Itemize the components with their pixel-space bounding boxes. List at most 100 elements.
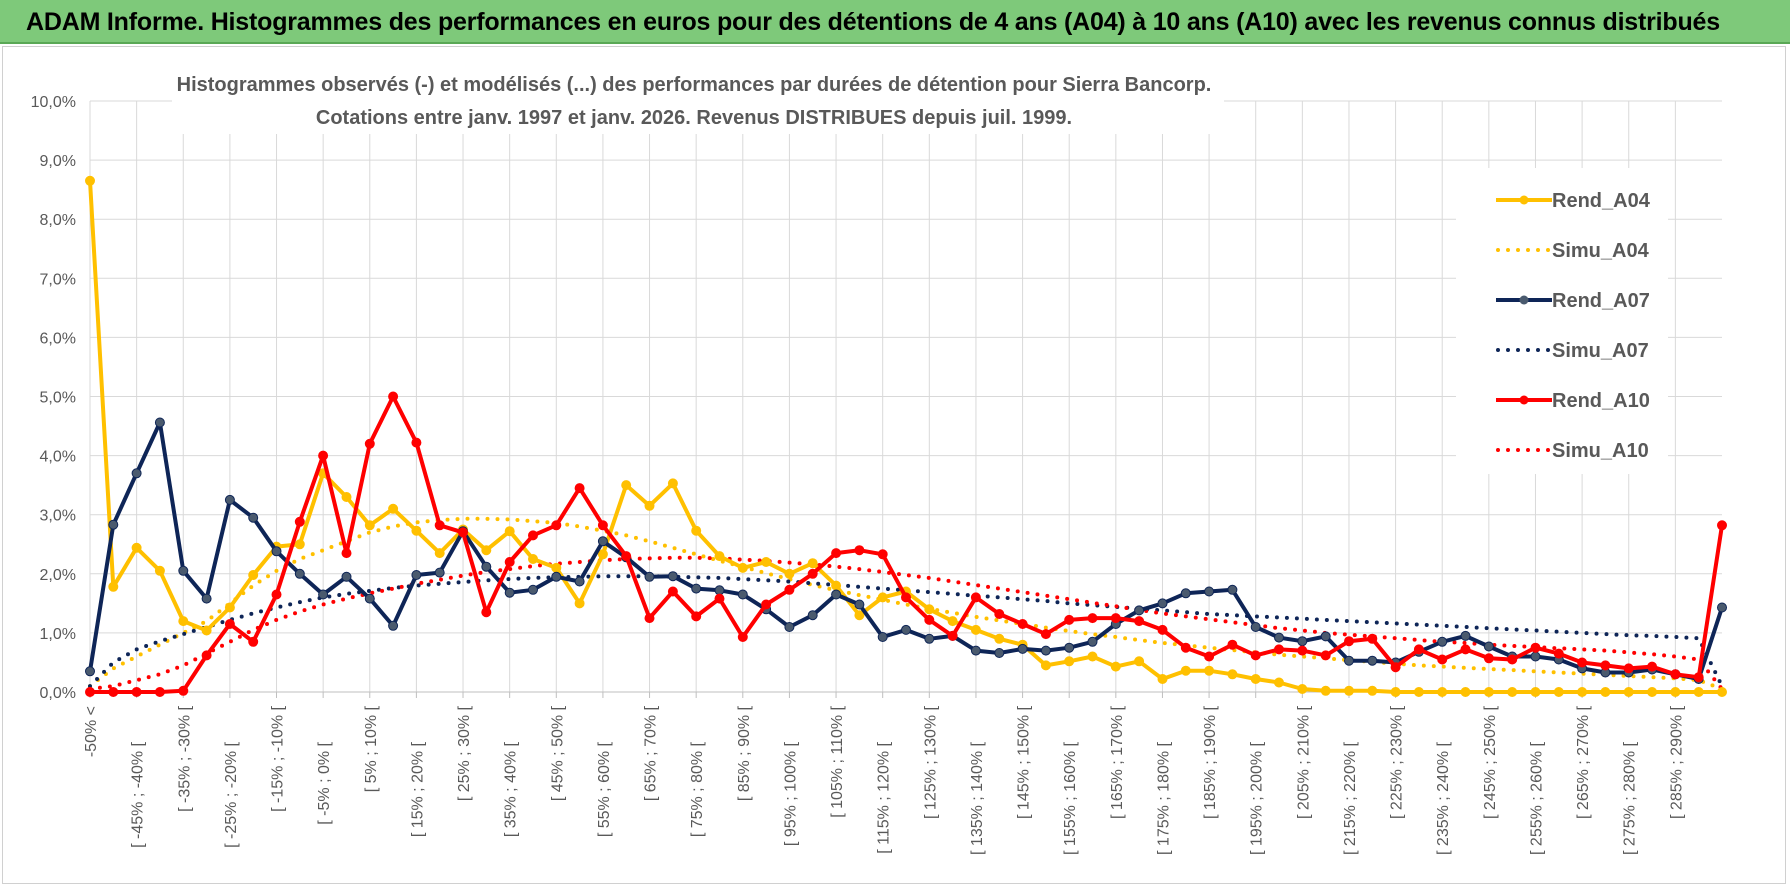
series	[85, 175, 1727, 697]
data-point-rend-a10	[1110, 613, 1121, 624]
data-point-rend-a04	[831, 580, 842, 591]
chart-title: Histogrammes observés (-) et modélisés (…	[172, 62, 1224, 134]
x-tick-label: [ 195% ; 200% [	[1249, 741, 1266, 855]
data-point-rend-a10	[248, 636, 259, 647]
y-axis-ticks: 0,0% 1,0% 2,0% 3,0% 4,0% 5,0% 6,0% 7,0% 8,0% 9,0%…	[31, 94, 76, 702]
x-tick-label: [ 15% ; 20% [	[409, 741, 426, 837]
data-point-rend-a07	[1180, 588, 1191, 599]
data-point-rend-a10	[1227, 639, 1238, 650]
data-point-rend-a10	[831, 548, 842, 559]
data-point-rend-a10	[1717, 520, 1727, 531]
data-point-rend-a10	[644, 613, 655, 624]
data-point-rend-a10	[201, 650, 212, 661]
data-point-rend-a07	[131, 468, 142, 479]
data-point-rend-a04	[574, 598, 585, 609]
legend-label-simu-a10: Simu_A10	[1552, 440, 1649, 462]
data-point-rend-a04	[1204, 665, 1215, 676]
data-point-rend-a07	[574, 576, 585, 587]
data-point-rend-a10	[1297, 645, 1308, 656]
data-point-rend-a10	[364, 438, 375, 449]
x-tick-label: [ 135% ; 140% [	[969, 741, 986, 855]
data-point-rend-a04	[1087, 651, 1098, 662]
series-line-simu-a04	[88, 516, 1724, 691]
data-point-rend-a04	[877, 592, 888, 603]
data-point-rend-a07	[504, 587, 515, 598]
y-tick-label: 6,0%	[40, 330, 76, 347]
data-point-rend-a10	[1250, 650, 1261, 661]
data-point-rend-a10	[458, 527, 468, 538]
data-point-rend-a04	[341, 492, 352, 502]
data-point-rend-a10	[341, 548, 352, 559]
data-point-rend-a04	[714, 551, 725, 562]
data-point-rend-a07	[178, 565, 189, 576]
data-point-rend-a04	[1437, 687, 1448, 697]
data-point-rend-a04	[1344, 685, 1354, 696]
x-tick-label: [ 155% ; 160% [	[1062, 741, 1079, 855]
x-tick-label: [ 185% ; 190% [	[1202, 705, 1219, 819]
y-tick-label: 5,0%	[40, 390, 76, 407]
x-tick-label: [ -45% ; -40% [	[130, 741, 147, 847]
data-point-rend-a10	[434, 520, 445, 531]
data-point-rend-a07	[1157, 598, 1168, 609]
data-point-rend-a10	[924, 614, 935, 625]
data-point-rend-a07	[924, 633, 935, 644]
data-point-rend-a10	[1553, 648, 1564, 659]
data-point-rend-a04	[1507, 687, 1518, 697]
data-point-rend-a07	[1134, 605, 1145, 616]
data-point-rend-a04	[294, 539, 305, 550]
legend-label-simu-a07: Simu_A07	[1552, 340, 1649, 362]
x-tick-label: [ 65% ; 70% [	[643, 705, 660, 801]
series-line-simu-a10	[88, 555, 1724, 691]
data-point-rend-a07	[1437, 636, 1448, 647]
data-point-rend-a10	[784, 584, 795, 595]
data-point-rend-a10	[294, 516, 305, 527]
data-point-rend-a07	[901, 624, 911, 635]
x-tick-label: [ 175% ; 180% [	[1155, 741, 1172, 855]
data-point-rend-a07	[877, 632, 888, 642]
data-point-rend-a04	[1530, 687, 1541, 697]
x-tick-label: [ 115% ; 120% [	[876, 741, 893, 853]
data-point-rend-a04	[411, 525, 422, 536]
data-point-rend-a07	[737, 589, 748, 600]
data-point-rend-a04	[1040, 660, 1051, 671]
data-point-rend-a07	[1460, 630, 1471, 641]
data-point-rend-a10	[737, 632, 748, 642]
chart-title-line-2: Cotations entre janv. 1997 et janv. 2026…	[316, 107, 1072, 129]
data-point-rend-a04	[85, 175, 95, 186]
data-point-rend-a07	[714, 585, 725, 596]
data-point-rend-a07	[854, 599, 865, 610]
data-point-rend-a04	[1600, 687, 1611, 697]
data-point-rend-a10	[1623, 663, 1634, 674]
data-point-rend-a07	[388, 620, 399, 631]
data-point-rend-a04	[364, 520, 375, 531]
data-point-rend-a10	[1017, 619, 1028, 629]
data-point-rend-a07	[831, 589, 842, 600]
y-tick-label: 8,0%	[40, 212, 76, 229]
data-point-rend-a10	[994, 609, 1005, 619]
report-banner: ADAM Informe. Histogrammes des performan…	[0, 0, 1790, 44]
x-tick-label: [ 225% ; 230% [	[1389, 705, 1406, 819]
y-tick-label: 3,0%	[40, 508, 76, 525]
data-point-rend-a04	[1134, 656, 1145, 667]
data-point-rend-a04	[667, 478, 678, 489]
data-point-rend-a04	[551, 562, 562, 573]
data-point-rend-a07	[1367, 655, 1378, 666]
data-point-rend-a07	[551, 571, 562, 582]
chart-frame	[2, 46, 1786, 884]
data-point-rend-a10	[901, 592, 911, 603]
legend-label-rend-a10: Rend_A10	[1552, 390, 1650, 412]
data-point-rend-a04	[1390, 687, 1401, 697]
x-tick-label: [ 75% ; 80% [	[689, 741, 706, 837]
x-tick-label: [ 275% ; 280% [	[1622, 741, 1639, 855]
data-point-rend-a10	[318, 450, 329, 461]
data-point-rend-a04	[1693, 687, 1704, 697]
data-point-rend-a07	[318, 589, 329, 600]
data-point-rend-a04	[947, 616, 958, 627]
data-point-rend-a04	[528, 554, 538, 564]
data-point-rend-a07	[1297, 636, 1308, 647]
data-point-rend-a07	[667, 571, 678, 582]
data-point-rend-a04	[924, 604, 935, 615]
data-point-rend-a04	[854, 610, 865, 621]
data-point-rend-a10	[574, 483, 585, 494]
